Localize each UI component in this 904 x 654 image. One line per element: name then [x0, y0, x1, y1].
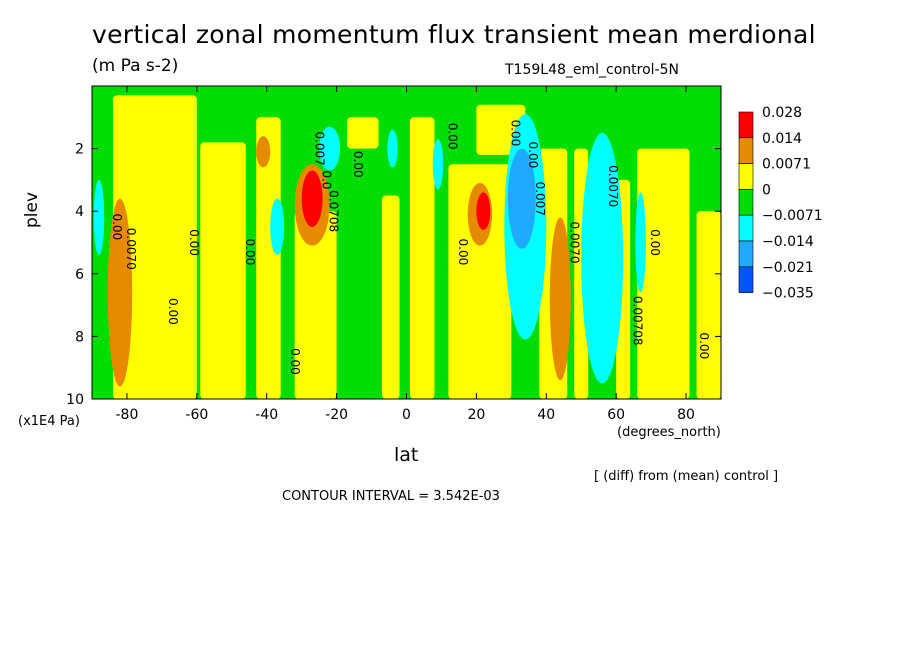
contour-label: 0.00 — [456, 239, 470, 266]
field-core — [93, 179, 105, 256]
contour-label: 0.0708 — [327, 190, 341, 232]
y-axis: 2 4 6 8 10 — [66, 142, 721, 408]
legend: 0.028 0.014 0.0071 0 −0.0071 −0.014 −0.021 −0.0… — [738, 105, 823, 302]
legend-label: −0.021 — [762, 260, 814, 276]
legend-label: −0.0071 — [762, 208, 823, 224]
legend-swatch — [738, 163, 754, 190]
contour-label: 0.00 — [445, 123, 459, 150]
x-tick-label: 60 — [607, 407, 625, 423]
field-band — [448, 164, 512, 399]
chart-units: (m Pa s-2) — [92, 56, 179, 76]
contour-interval: CONTOUR INTERVAL = 3.542E-03 — [282, 489, 500, 504]
contour-label: 0.00 — [648, 229, 662, 256]
field-core — [581, 132, 624, 384]
field-band — [151, 148, 176, 290]
legend-label: −0.035 — [762, 286, 814, 302]
field-core — [301, 170, 323, 227]
field-band — [696, 211, 721, 399]
contour-label: 0.00 — [697, 332, 711, 359]
y-tick-label: 8 — [75, 329, 84, 345]
x-tick-label: 80 — [677, 407, 695, 423]
chart-title: vertical zonal momentum flux transient m… — [92, 20, 816, 49]
y-tick-label: 2 — [75, 142, 84, 158]
field-core — [507, 148, 536, 249]
contour-label: 0.00708 — [631, 296, 645, 346]
field-core — [319, 126, 341, 171]
field-cores — [93, 114, 646, 387]
legend-swatch — [738, 189, 754, 216]
legend-swatch — [738, 214, 754, 242]
contour-label: 0.00 — [243, 239, 257, 266]
field-core — [256, 136, 271, 168]
x-tick-label: -60 — [185, 407, 208, 423]
field-core — [635, 192, 646, 293]
contour-labels: 0.000.0070 0.000.000.000.000.007 0.000.070… — [110, 120, 711, 375]
y-tick-label: 6 — [75, 267, 84, 283]
plot-region: 0.000.0070 0.000.000.000.000.007 0.000.070… — [92, 86, 721, 399]
y-tick-label: 10 — [66, 392, 84, 408]
legend-swatch — [738, 111, 754, 139]
x-axis: -80 -60 -40 -20 0 20 40 60 80 — [116, 86, 695, 423]
field-band — [347, 117, 379, 149]
contour-label: 0.00 — [288, 348, 302, 375]
field-band — [409, 117, 435, 399]
field-band — [637, 148, 690, 399]
contour-label: 0.00 — [526, 142, 540, 169]
legend-label: −0.014 — [762, 234, 814, 250]
field-core — [476, 192, 491, 230]
contour-label: 0.0070 — [568, 222, 582, 264]
x-axis-label: lat — [394, 444, 419, 466]
contour-label: 0.00 — [166, 298, 180, 325]
y-axis-units: (x1E4 Pa) — [18, 414, 80, 429]
contour-label: 0.0 — [320, 170, 334, 189]
x-tick-label: 40 — [537, 407, 555, 423]
contour-label: 0.00 — [110, 213, 124, 240]
dataset-name: T159L48_eml_control-5N — [505, 62, 679, 78]
contour-label: 0.0070 — [124, 228, 138, 270]
field-band — [382, 195, 400, 399]
legend-label: 0.014 — [762, 131, 802, 147]
field-band — [200, 142, 246, 399]
contour-label: 0.00 — [187, 229, 201, 256]
x-tick-label: -40 — [255, 407, 278, 423]
field-bands — [112, 95, 721, 399]
legend-swatch — [738, 266, 754, 293]
field-core — [549, 217, 571, 381]
x-tick-label: -80 — [116, 407, 139, 423]
contour-label: 0.00 — [351, 151, 365, 178]
field-core — [270, 198, 285, 256]
contour-label: 0.007 — [313, 131, 327, 165]
contour-label: 0.007 — [533, 182, 547, 216]
field-band — [256, 117, 281, 399]
x-tick-label: -20 — [325, 407, 348, 423]
legend-label: 0 — [762, 182, 771, 198]
contour-label: 0.00 — [508, 120, 522, 147]
legend-swatch — [738, 137, 754, 164]
legend-label: 0.0071 — [762, 157, 811, 173]
field-core — [387, 129, 398, 168]
diff-note: [ (diff) from (mean) control ] — [594, 469, 779, 484]
field-core — [107, 198, 133, 387]
contour-label: 0.0070 — [606, 165, 620, 207]
legend-label: 0.028 — [762, 105, 802, 121]
field-band — [294, 211, 337, 399]
x-axis-units: (degrees_north) — [617, 425, 721, 440]
x-tick-label: 20 — [467, 407, 485, 423]
field-core — [432, 139, 444, 190]
x-tick-label: 0 — [402, 407, 411, 423]
legend-swatch — [738, 240, 754, 268]
y-tick-label: 4 — [75, 204, 84, 220]
